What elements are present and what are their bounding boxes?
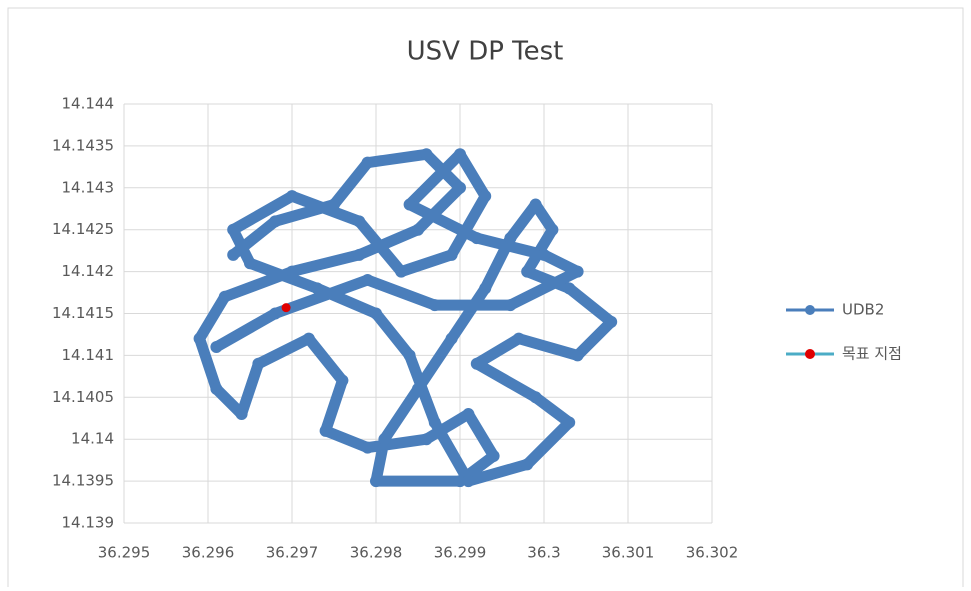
point — [420, 433, 433, 446]
point — [227, 248, 240, 261]
point — [286, 190, 298, 203]
point — [504, 299, 517, 312]
point — [571, 265, 584, 278]
point — [302, 332, 315, 345]
point — [210, 341, 223, 354]
point — [286, 265, 298, 278]
point — [445, 332, 458, 345]
y-tick-label: 14.1415 — [52, 304, 114, 322]
chart-border — [7, 7, 964, 591]
x-tick-label: 36.297 — [266, 544, 319, 562]
point — [546, 223, 559, 236]
point — [403, 349, 416, 362]
point — [281, 303, 291, 313]
point — [353, 215, 366, 228]
point — [454, 181, 466, 194]
point — [328, 198, 340, 211]
point — [193, 332, 206, 345]
y-tick-label: 14.144 — [62, 95, 115, 113]
point — [563, 416, 576, 429]
y-tick-label: 14.142 — [62, 262, 115, 280]
point — [378, 433, 391, 446]
point — [529, 198, 542, 211]
point — [605, 315, 618, 328]
legend-label: UDB2 — [842, 301, 884, 319]
point — [361, 156, 374, 169]
point — [319, 424, 332, 437]
point — [470, 357, 483, 370]
point — [462, 408, 475, 421]
point — [521, 458, 534, 471]
x-tick-label: 36.3 — [527, 544, 560, 562]
point — [353, 248, 366, 261]
point — [370, 475, 382, 488]
point — [428, 416, 441, 429]
point — [521, 265, 534, 278]
point — [504, 232, 517, 245]
legend-label: 목표 지점 — [842, 345, 902, 363]
y-tick-label: 14.1435 — [52, 136, 114, 154]
x-tick-label: 36.299 — [434, 544, 487, 562]
point — [269, 215, 282, 228]
y-tick-label: 14.139 — [62, 514, 115, 532]
y-tick-label: 14.14 — [71, 430, 114, 448]
point — [470, 232, 483, 245]
point — [462, 475, 475, 488]
point — [420, 148, 433, 161]
point — [210, 382, 223, 395]
point — [538, 248, 550, 261]
x-tick-label: 36.298 — [350, 544, 403, 562]
point — [512, 332, 525, 345]
point — [412, 382, 424, 395]
y-tick-label: 14.141 — [62, 346, 115, 364]
point — [361, 441, 374, 454]
x-tick-label: 36.295 — [98, 544, 151, 562]
x-tick-label: 36.296 — [182, 544, 235, 562]
point — [227, 223, 240, 236]
point — [529, 391, 542, 404]
point — [454, 475, 466, 488]
point — [412, 223, 424, 236]
legend-marker — [805, 349, 815, 359]
point — [370, 307, 382, 320]
point — [252, 357, 265, 370]
point — [395, 265, 408, 278]
x-tick-label: 36.302 — [686, 544, 739, 562]
point — [336, 374, 349, 387]
point — [403, 198, 416, 211]
point — [563, 282, 576, 295]
point — [269, 307, 282, 320]
point — [235, 408, 248, 421]
legend-marker — [805, 305, 815, 315]
y-tick-label: 14.1405 — [52, 388, 114, 406]
point — [487, 449, 500, 462]
point — [479, 282, 492, 295]
point — [311, 282, 324, 295]
point — [479, 190, 492, 203]
y-tick-label: 14.1425 — [52, 220, 114, 238]
point — [428, 299, 441, 312]
point — [454, 148, 466, 161]
y-tick-label: 14.143 — [62, 178, 115, 196]
point — [361, 273, 374, 286]
x-tick-label: 36.301 — [602, 544, 655, 562]
y-tick-label: 14.1395 — [52, 472, 114, 490]
point — [218, 290, 231, 303]
point — [445, 248, 458, 261]
point — [571, 349, 584, 362]
point — [244, 257, 256, 270]
chart-title: USV DP Test — [407, 37, 564, 67]
